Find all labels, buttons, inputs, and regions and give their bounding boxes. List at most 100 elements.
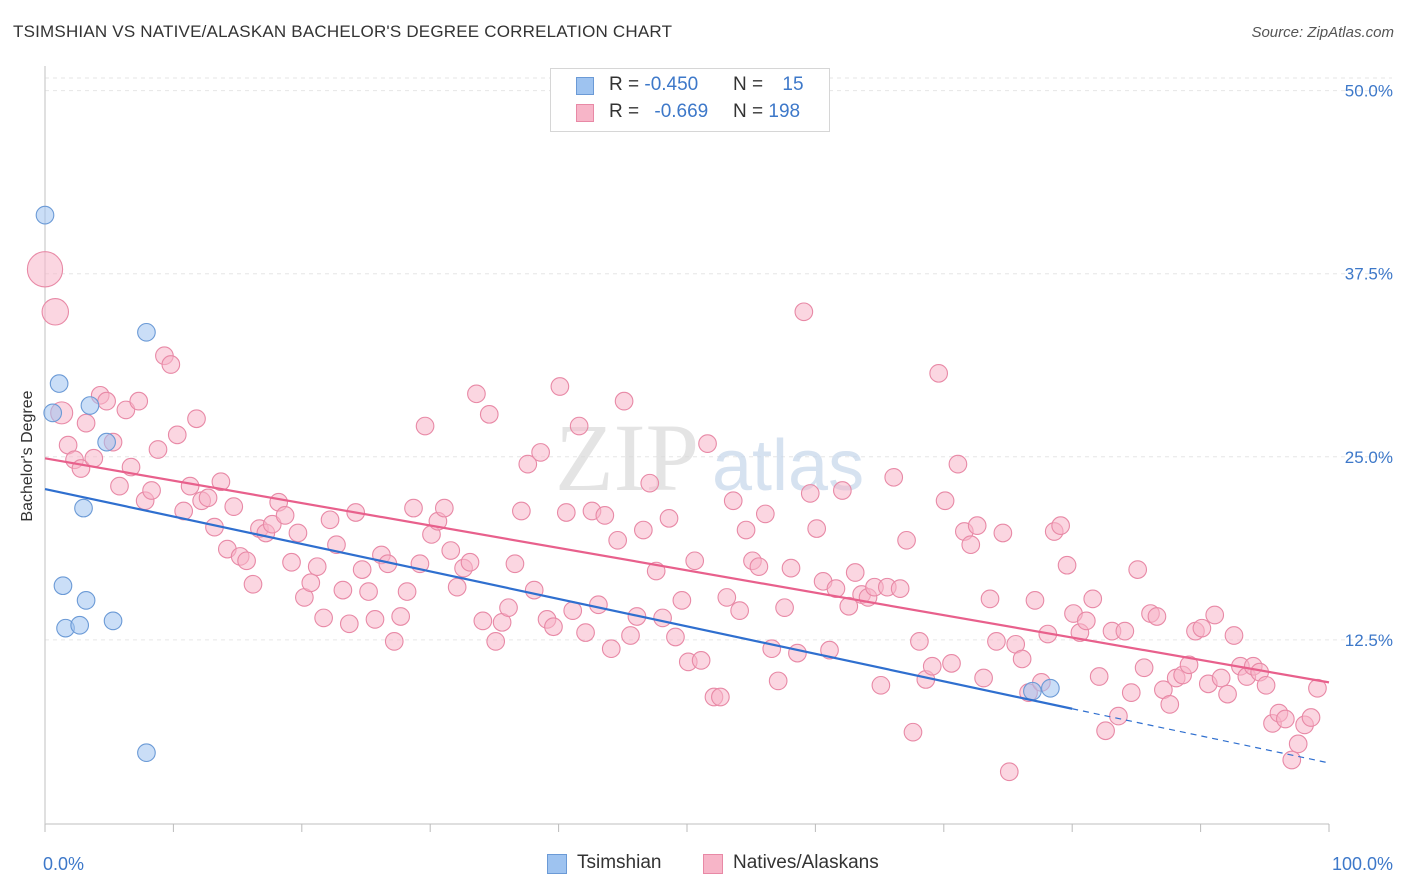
natives-point <box>1275 709 1295 729</box>
natives-point <box>974 668 993 688</box>
legend-r-natives: R = -0.669 <box>609 101 708 123</box>
natives-point <box>685 551 705 571</box>
natives-point <box>595 506 615 525</box>
natives-point <box>224 497 244 516</box>
natives-point <box>980 589 1000 609</box>
tsimshian-point <box>80 396 100 415</box>
chart-source: Source: ZipAtlas.com <box>1251 24 1394 41</box>
natives-point <box>447 577 467 597</box>
natives-point <box>820 640 839 660</box>
natives-point <box>41 298 70 326</box>
natives-point <box>942 653 961 673</box>
y-tick-label: 25.0% <box>1345 448 1393 467</box>
natives-point <box>614 391 634 411</box>
legend-r-label: R = <box>609 74 645 95</box>
natives-point <box>441 541 461 560</box>
natives-point <box>384 632 404 651</box>
legend-n-label: N = <box>733 74 769 95</box>
data-points <box>26 205 1327 782</box>
natives-point <box>148 440 168 459</box>
correlation-legend: R = -0.450 N = 15 R = -0.669 N = 198 <box>550 68 830 132</box>
natives-point <box>788 643 807 663</box>
natives-point <box>142 481 161 500</box>
natives-point <box>948 454 968 474</box>
natives-point <box>243 574 263 594</box>
legend-r-value: -0.450 <box>644 74 699 95</box>
series-swatch-natives <box>703 854 723 874</box>
legend-r-label: R = <box>609 101 645 122</box>
tsimshian-trend-line <box>44 487 1073 710</box>
natives-point <box>929 363 949 383</box>
natives-point <box>198 488 218 508</box>
natives-point <box>845 563 865 582</box>
natives-point <box>415 416 435 436</box>
natives-point <box>467 384 486 404</box>
natives-point <box>518 454 538 474</box>
natives-point <box>1160 695 1180 714</box>
legend-swatch-natives <box>576 104 594 122</box>
tsimshian-point <box>35 205 55 225</box>
natives-point <box>365 610 385 629</box>
x-tick-label-min: 0.0% <box>43 854 84 874</box>
natives-point <box>275 506 295 525</box>
natives-point <box>460 552 480 572</box>
natives-point <box>1134 658 1154 678</box>
trend-lines <box>44 457 1330 764</box>
tsimshian-point <box>137 743 156 763</box>
natives-point <box>404 498 423 518</box>
natives-point <box>903 722 923 742</box>
natives-point <box>1025 591 1045 610</box>
natives-point <box>890 579 910 598</box>
natives-point <box>1083 589 1103 609</box>
natives-point <box>563 601 583 620</box>
natives-point <box>512 501 531 521</box>
natives-point <box>736 520 756 540</box>
natives-point <box>897 530 916 550</box>
natives-point <box>569 416 589 436</box>
natives-point <box>775 598 794 618</box>
natives-point <box>84 448 104 468</box>
series-label-natives: Natives/Alaskans <box>733 852 879 873</box>
natives-point <box>320 510 340 530</box>
natives-point <box>723 491 743 511</box>
tsimshian-point <box>137 322 156 342</box>
natives-point <box>129 391 149 411</box>
natives-point <box>237 551 256 571</box>
natives-point <box>1147 607 1167 626</box>
tsimshian-point <box>43 403 63 423</box>
natives-point <box>505 554 525 574</box>
natives-point <box>1192 618 1212 638</box>
x-tick-label-max: 100.0% <box>1332 854 1393 874</box>
series-label-tsimshian: Tsimshian <box>577 852 662 873</box>
natives-point <box>1115 621 1135 641</box>
natives-point <box>659 508 679 528</box>
natives-point <box>839 596 859 616</box>
natives-point <box>672 591 692 610</box>
natives-point <box>666 627 685 647</box>
natives-point <box>1288 734 1308 754</box>
natives-point <box>397 582 417 601</box>
natives-point <box>698 434 717 453</box>
natives-point <box>884 467 904 487</box>
natives-point <box>187 409 206 429</box>
tsimshian-point <box>76 591 96 610</box>
natives-point <box>499 598 518 618</box>
chart-title: TSIMSHIAN VS NATIVE/ALASKAN BACHELOR'S D… <box>13 22 673 41</box>
legend-n-label: N = <box>733 101 769 122</box>
legend-r-tsimshian: R = -0.450 <box>609 74 698 96</box>
natives-point <box>1012 649 1032 669</box>
natives-point <box>531 443 550 462</box>
natives-point <box>434 498 454 518</box>
natives-point <box>711 687 730 707</box>
legend-n-natives: N = 198 <box>733 101 800 123</box>
tsimshian-point <box>1041 678 1060 698</box>
legend-n-tsimshian: N = 15 <box>733 74 804 96</box>
natives-point <box>556 503 576 522</box>
legend-r-value: -0.669 <box>654 101 709 122</box>
natives-point <box>97 391 116 411</box>
natives-point <box>327 535 346 555</box>
legend-n-value: 198 <box>768 101 801 122</box>
natives-point <box>871 675 891 695</box>
natives-point <box>1205 605 1225 625</box>
natives-point <box>76 413 96 433</box>
